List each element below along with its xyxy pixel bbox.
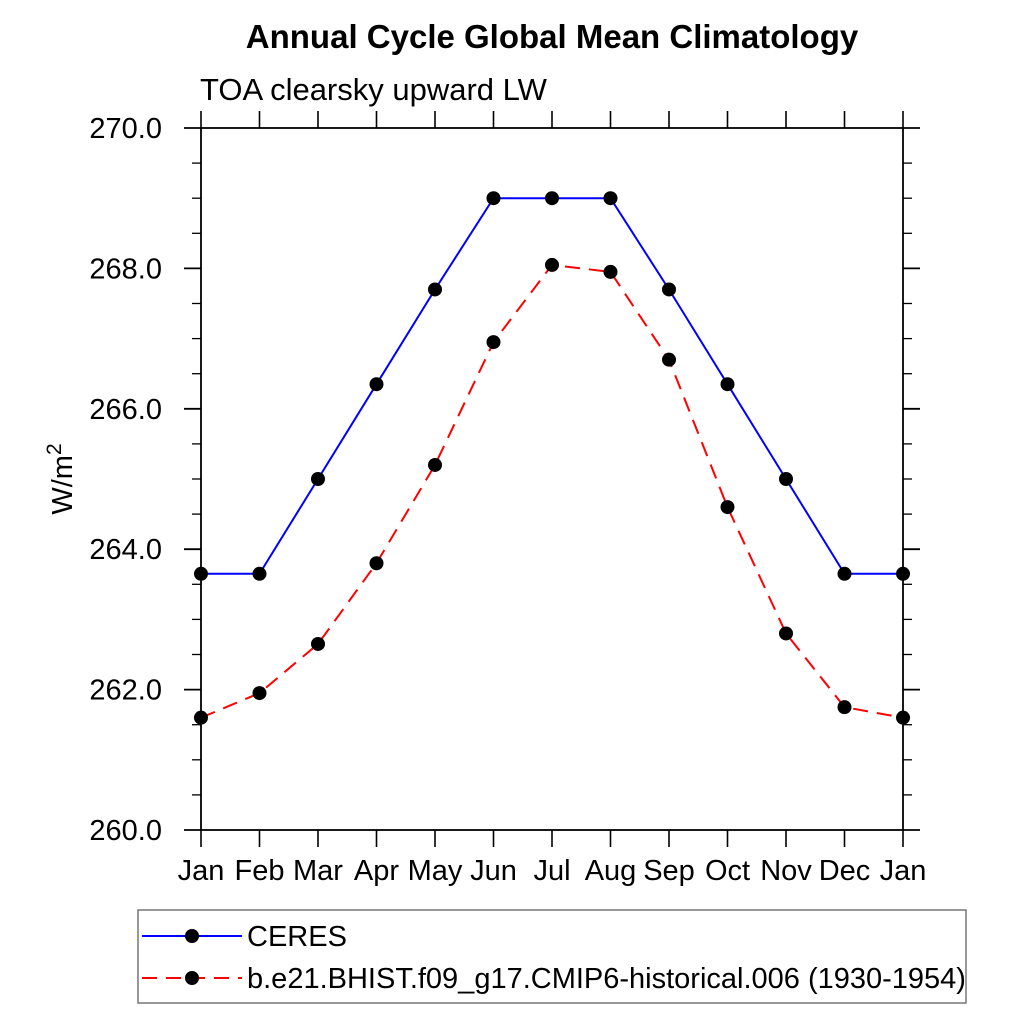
y-tick-label: 260.0 <box>89 815 162 847</box>
series-model <box>194 257 910 725</box>
y-tick-label: 268.0 <box>89 253 162 285</box>
x-tick-label: Sep <box>643 855 695 887</box>
data-point-marker <box>369 556 384 571</box>
data-point-marker <box>428 282 442 297</box>
data-point-marker <box>194 710 208 725</box>
data-point-marker <box>486 191 501 206</box>
y-axis-ticks: 260.0 262.0 264.0 266.0 268.0 270.0 <box>89 113 920 847</box>
legend: CERES b.e21.BHIST.f09_g17.CMIP6-historica… <box>137 909 967 1004</box>
x-tick-label: Dec <box>819 855 871 887</box>
data-point-marker <box>720 377 735 392</box>
data-point-marker <box>896 710 910 725</box>
x-tick-label: Jun <box>470 855 517 887</box>
data-point-marker <box>311 472 325 486</box>
data-point-marker <box>311 636 325 651</box>
legend-marker <box>185 929 199 943</box>
x-tick-label: Aug <box>585 855 637 887</box>
data-point-marker <box>545 191 559 206</box>
data-point-marker <box>428 457 442 472</box>
legend-item: CERES <box>142 921 347 953</box>
chart-subtitle: TOA clearsky upward LW <box>200 72 548 107</box>
x-axis-ticks: Jan Feb Mar Apr May Jun Jul Aug Sep Oct Nov Dec Jan <box>178 111 927 887</box>
x-tick-label: Feb <box>235 855 285 887</box>
data-point-marker <box>486 335 501 350</box>
data-point-marker <box>896 566 910 581</box>
plot-area: 260.0 262.0 264.0 266.0 268.0 270.0 Jan Feb Mar A… <box>89 111 926 887</box>
data-point-marker <box>252 686 267 701</box>
data-point-marker <box>837 700 852 715</box>
data-point-marker <box>603 264 618 279</box>
data-point-marker <box>779 472 793 486</box>
legend-label: CERES <box>247 921 347 953</box>
data-point-marker <box>603 191 618 206</box>
x-tick-label: Oct <box>705 855 750 887</box>
series-ceres <box>194 191 910 581</box>
data-point-marker <box>662 282 676 297</box>
legend-box <box>137 909 967 1004</box>
legend-marker <box>185 971 199 985</box>
x-tick-label: Mar <box>293 855 343 887</box>
x-tick-label: Jul <box>533 855 570 887</box>
y-axis-title: W/m2 <box>43 443 79 514</box>
x-tick-label: May <box>408 855 463 887</box>
y-tick-label: 270.0 <box>89 113 162 145</box>
data-point-marker <box>720 500 735 515</box>
series-line <box>200 263 904 719</box>
y-tick-label: 262.0 <box>89 675 162 707</box>
x-tick-label: Jan <box>880 855 927 887</box>
legend-item: b.e21.BHIST.f09_g17.CMIP6-historical.006… <box>142 963 966 995</box>
data-point-marker <box>662 352 676 367</box>
legend-label: b.e21.BHIST.f09_g17.CMIP6-historical.006… <box>247 963 966 995</box>
data-point-marker <box>252 566 267 581</box>
data-point-marker <box>837 566 852 581</box>
chart-title: Annual Cycle Global Mean Climatology <box>246 18 859 55</box>
x-tick-label: Jan <box>178 855 225 887</box>
plot-frame <box>200 127 904 831</box>
y-tick-label: 264.0 <box>89 534 162 566</box>
data-point-marker <box>194 566 208 581</box>
x-tick-label: Apr <box>354 855 399 887</box>
data-point-marker <box>779 626 793 641</box>
y-tick-label: 266.0 <box>89 394 162 426</box>
data-point-marker <box>369 377 384 392</box>
y-axis-title-exponent: 2 <box>43 443 66 455</box>
x-tick-label: Nov <box>760 855 812 887</box>
series-line <box>201 197 903 575</box>
data-point-marker <box>545 257 559 272</box>
